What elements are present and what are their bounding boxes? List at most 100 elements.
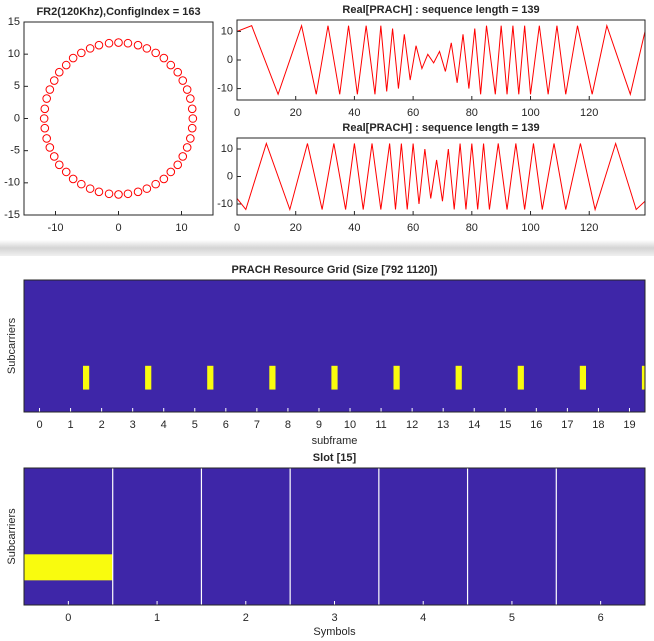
x-tick-label: 16 <box>530 419 542 431</box>
plot-area <box>237 20 645 100</box>
point <box>40 104 50 114</box>
x-tick-label: 20 <box>290 107 302 119</box>
y-tick-label: 10 <box>221 143 233 155</box>
point <box>104 189 114 199</box>
point <box>40 123 50 133</box>
plot-content <box>24 468 557 605</box>
plot-content <box>237 23 645 97</box>
point <box>159 174 169 184</box>
point <box>54 67 64 77</box>
chart-title: Real[PRACH] : sequence length = 139 <box>342 4 539 16</box>
point <box>173 67 183 77</box>
point <box>123 189 133 199</box>
x-tick-label: 2 <box>99 419 105 431</box>
plot-content <box>82 365 645 390</box>
point <box>159 53 169 63</box>
plot-area <box>24 22 213 215</box>
x-tick-label: 5 <box>192 419 198 431</box>
point <box>77 48 86 58</box>
x-tick-label: 3 <box>331 612 337 624</box>
point <box>42 94 51 103</box>
chart-title: Slot [15] <box>313 452 357 464</box>
x-tick-label: 15 <box>499 419 511 431</box>
plot-area <box>24 280 645 412</box>
x-tick-label: 40 <box>348 222 360 234</box>
signal-block <box>579 365 587 390</box>
point <box>123 38 133 48</box>
x-tick-label: 0 <box>234 107 240 119</box>
x-tick-label: 4 <box>420 612 426 624</box>
x-tick-label: 0 <box>65 612 71 624</box>
x-tick-label: 19 <box>623 419 635 431</box>
y-tick-label: -10 <box>217 82 233 94</box>
x-tick-label: 9 <box>316 419 322 431</box>
signal-block <box>269 365 276 390</box>
y-axis-label: Subcarriers <box>6 317 18 374</box>
point <box>94 40 104 50</box>
plot-content <box>39 38 198 199</box>
point <box>133 40 143 50</box>
point <box>49 152 59 161</box>
point <box>68 174 78 184</box>
x-tick-label: 14 <box>468 419 480 431</box>
point <box>85 184 95 193</box>
axes-frame <box>236 137 646 216</box>
signal-block <box>331 365 338 390</box>
x-tick-label: 12 <box>406 419 418 431</box>
x-axis-label: subframe <box>312 435 358 447</box>
point <box>61 167 71 177</box>
x-axis-label: Symbols <box>313 626 356 638</box>
chart-title: Real[PRACH] : sequence length = 139 <box>342 122 539 134</box>
x-tick-label: -10 <box>48 222 64 234</box>
x-tick-label: 3 <box>130 419 136 431</box>
x-tick-label: 13 <box>437 419 449 431</box>
x-tick-label: 60 <box>407 222 419 234</box>
x-tick-label: 120 <box>580 107 598 119</box>
y-tick-label: -10 <box>4 177 20 189</box>
x-tick-label: 60 <box>407 107 419 119</box>
point <box>151 179 160 189</box>
y-tick-label: -10 <box>217 198 233 210</box>
y-axis-label: Subcarriers <box>6 508 18 565</box>
x-tick-label: 100 <box>521 222 539 234</box>
point <box>187 123 197 133</box>
point <box>188 114 198 123</box>
x-tick-label: 6 <box>223 419 229 431</box>
y-tick-label: 10 <box>221 25 233 37</box>
x-tick-label: 18 <box>592 419 604 431</box>
signal-block <box>455 365 462 390</box>
point <box>182 85 192 94</box>
x-tick-label: 17 <box>561 419 573 431</box>
panel-divider <box>0 240 654 256</box>
point <box>151 48 160 58</box>
point <box>186 94 195 103</box>
point <box>142 184 152 193</box>
x-tick-label: 1 <box>154 612 160 624</box>
point <box>54 160 64 170</box>
point <box>104 38 114 48</box>
point <box>68 53 78 63</box>
x-tick-label: 80 <box>466 222 478 234</box>
x-tick-label: 7 <box>254 419 260 431</box>
point <box>94 187 104 197</box>
plot-area <box>24 468 645 605</box>
plot-content <box>237 141 645 212</box>
point <box>182 143 192 152</box>
point <box>85 44 95 53</box>
point <box>61 60 71 70</box>
y-tick-label: 10 <box>8 48 20 60</box>
point <box>186 134 195 143</box>
point <box>166 167 176 177</box>
point <box>39 114 49 123</box>
x-tick-label: 10 <box>344 419 356 431</box>
axes-frame <box>23 467 646 606</box>
signal-block <box>641 365 645 390</box>
x-tick-label: 10 <box>175 222 187 234</box>
x-tick-label: 1 <box>68 419 74 431</box>
x-tick-label: 20 <box>290 222 302 234</box>
x-tick-label: 0 <box>115 222 121 234</box>
y-tick-label: -15 <box>4 209 20 221</box>
signal-block <box>145 365 152 390</box>
